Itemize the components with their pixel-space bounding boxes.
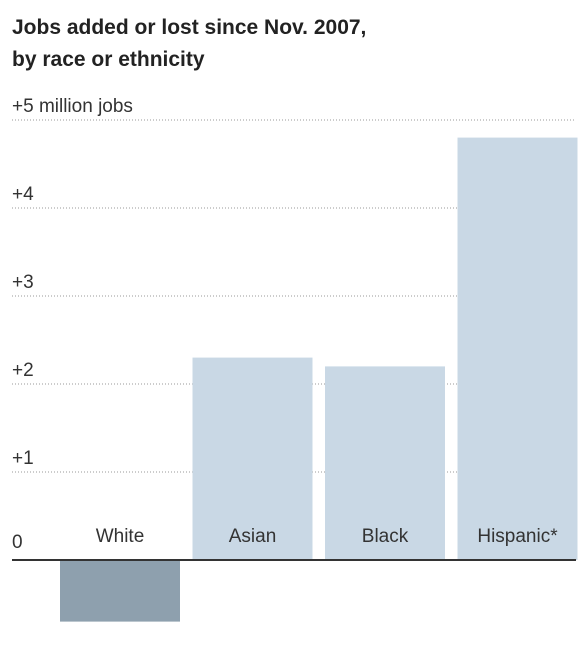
y-tick-label: +5 million jobs	[12, 96, 133, 117]
chart-title-line-2: by race or ethnicity	[12, 48, 205, 71]
y-tick-label: +2	[12, 360, 34, 381]
y-tick-label: +1	[12, 448, 34, 469]
category-label: Hispanic*	[477, 526, 558, 547]
category-label-layer: White Asian Black Hispanic*	[96, 526, 559, 547]
category-label: Black	[362, 526, 409, 547]
y-tick-label: +4	[12, 184, 34, 205]
chart-title-line-1: Jobs added or lost since Nov. 2007,	[12, 16, 366, 39]
bar	[325, 366, 445, 560]
category-label: Asian	[229, 526, 277, 547]
bar	[192, 357, 313, 560]
category-label: White	[96, 526, 145, 547]
bar	[457, 137, 578, 560]
tick-layer: +5 million jobs+4+3+2+10−1	[12, 96, 133, 645]
bar	[60, 560, 180, 622]
y-tick-label: 0	[12, 532, 23, 553]
y-tick-label: +3	[12, 272, 34, 293]
bar-layer	[60, 137, 578, 622]
